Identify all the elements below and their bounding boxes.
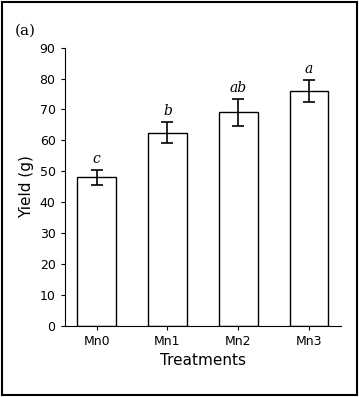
Text: ab: ab (230, 81, 247, 95)
X-axis label: Treatments: Treatments (160, 353, 246, 368)
Text: a: a (305, 62, 313, 76)
Text: c: c (93, 152, 101, 166)
Text: (a): (a) (14, 24, 35, 38)
Y-axis label: Yield (g): Yield (g) (19, 155, 34, 218)
Bar (290, 91, 328, 326)
Bar (148, 133, 187, 326)
Bar (77, 177, 116, 326)
Text: b: b (163, 104, 172, 118)
Bar (219, 112, 258, 326)
